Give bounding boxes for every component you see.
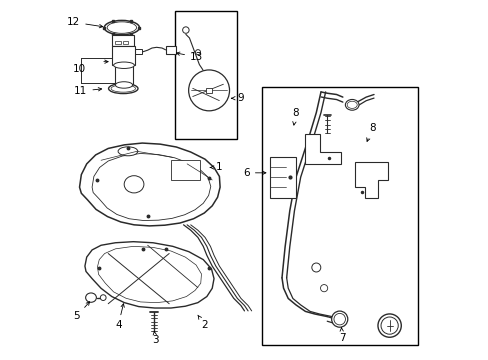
Ellipse shape bbox=[104, 21, 139, 35]
Ellipse shape bbox=[195, 50, 200, 55]
Text: 2: 2 bbox=[198, 315, 208, 330]
Ellipse shape bbox=[377, 314, 401, 337]
Bar bbox=[115, 64, 132, 85]
Ellipse shape bbox=[100, 295, 106, 301]
Polygon shape bbox=[80, 143, 220, 226]
Bar bbox=[261, 87, 417, 345]
Bar bbox=[165, 46, 175, 54]
Text: 1: 1 bbox=[210, 162, 222, 172]
Text: 8: 8 bbox=[292, 108, 299, 125]
Ellipse shape bbox=[85, 293, 96, 302]
Text: 12: 12 bbox=[67, 17, 102, 28]
Ellipse shape bbox=[182, 27, 189, 33]
Text: 10: 10 bbox=[73, 64, 86, 74]
Bar bbox=[171, 160, 199, 180]
Text: 7: 7 bbox=[338, 327, 345, 343]
Ellipse shape bbox=[345, 99, 358, 110]
Ellipse shape bbox=[107, 22, 136, 33]
Text: 8: 8 bbox=[366, 123, 375, 141]
Bar bbox=[112, 45, 135, 65]
Bar bbox=[174, 12, 237, 139]
Bar bbox=[269, 157, 296, 198]
Bar bbox=[135, 49, 142, 54]
Polygon shape bbox=[305, 134, 341, 164]
Text: 3: 3 bbox=[152, 332, 159, 345]
Ellipse shape bbox=[118, 147, 138, 156]
Ellipse shape bbox=[115, 82, 132, 88]
Bar bbox=[206, 87, 211, 93]
Text: 13: 13 bbox=[176, 52, 203, 62]
Bar bbox=[115, 41, 121, 44]
Bar bbox=[122, 41, 128, 44]
Ellipse shape bbox=[331, 311, 347, 327]
Ellipse shape bbox=[320, 284, 327, 292]
Text: 6: 6 bbox=[243, 168, 265, 178]
Polygon shape bbox=[355, 162, 387, 198]
Bar bbox=[112, 36, 134, 45]
Ellipse shape bbox=[311, 263, 320, 272]
Text: 5: 5 bbox=[73, 302, 89, 321]
Text: 4: 4 bbox=[115, 304, 124, 330]
Ellipse shape bbox=[380, 317, 397, 334]
Ellipse shape bbox=[113, 62, 134, 68]
Ellipse shape bbox=[333, 314, 345, 325]
Text: 11: 11 bbox=[74, 86, 102, 96]
Text: 9: 9 bbox=[231, 93, 244, 103]
Ellipse shape bbox=[124, 176, 143, 193]
Ellipse shape bbox=[108, 84, 138, 94]
Polygon shape bbox=[85, 242, 214, 308]
Ellipse shape bbox=[346, 101, 356, 108]
Ellipse shape bbox=[188, 70, 229, 111]
Ellipse shape bbox=[111, 85, 135, 92]
